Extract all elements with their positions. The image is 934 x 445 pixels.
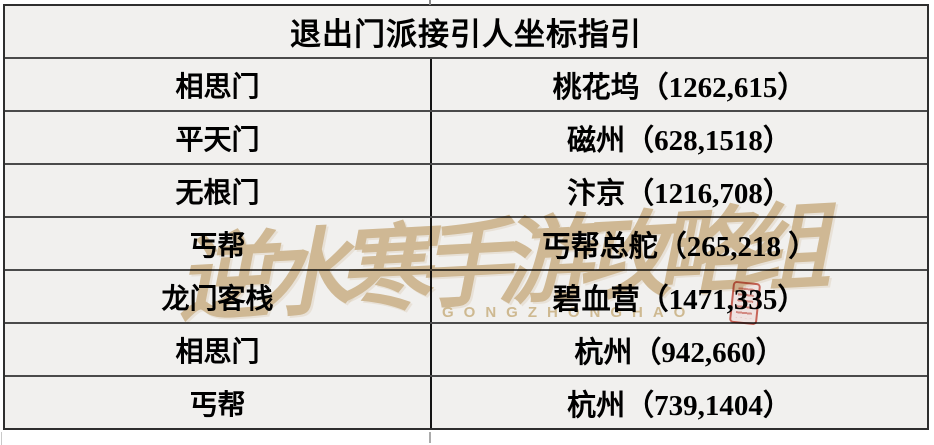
location-cell: 磁州（628,1518） <box>430 112 927 163</box>
gridline-tick-bottom-left <box>1 432 2 445</box>
sect-cell: 龙门客栈 <box>5 271 430 322</box>
table-title: 退出门派接引人坐标指引 <box>5 6 927 57</box>
location-cell: 杭州（739,1404） <box>430 377 927 428</box>
table-row: 丐帮 丐帮总舵（265,218 ） <box>5 216 927 269</box>
coordinates-table: 退出门派接引人坐标指引 相思门 桃花坞（1262,615） 平天门 磁州（628… <box>3 4 929 430</box>
location-label: 汴京（1216,708） <box>567 177 792 210</box>
table-row: 龙门客栈 碧血营（1471,335） <box>5 269 927 322</box>
gridline-tick-top <box>429 0 431 5</box>
sect-label: 相思门 <box>175 336 260 368</box>
sect-cell: 相思门 <box>5 59 430 110</box>
sect-cell: 平天门 <box>5 112 430 163</box>
table-row: 丐帮 杭州（739,1404） <box>5 375 927 428</box>
sect-label: 无根门 <box>175 177 260 209</box>
location-cell: 杭州（942,660） <box>430 324 927 375</box>
location-label: 杭州（739,1404） <box>567 389 792 422</box>
sect-label: 龙门客栈 <box>161 283 274 315</box>
location-cell: 汴京（1216,708） <box>430 165 927 216</box>
location-label: 桃花坞（1262,615） <box>552 71 807 104</box>
sect-label: 相思门 <box>175 71 260 103</box>
location-label: 磁州（628,1518） <box>567 124 792 157</box>
location-label: 杭州（942,660） <box>574 336 785 369</box>
location-cell: 丐帮总舵（265,218 ） <box>430 218 927 269</box>
table-row: 相思门 桃花坞（1262,615） <box>5 57 927 110</box>
location-label: 丐帮总舵（265,218 ） <box>541 230 818 263</box>
sect-cell: 丐帮 <box>5 218 430 269</box>
sect-label: 平天门 <box>175 124 260 156</box>
location-cell: 碧血营（1471,335） <box>430 271 927 322</box>
sect-cell: 无根门 <box>5 165 430 216</box>
table-row: 相思门 杭州（942,660） <box>5 322 927 375</box>
table-row: 无根门 汴京（1216,708） <box>5 163 927 216</box>
sect-label: 丐帮 <box>189 389 246 421</box>
gridline-tick-bottom <box>429 432 431 443</box>
sect-cell: 丐帮 <box>5 377 430 428</box>
sect-label: 丐帮 <box>189 230 246 262</box>
sect-cell: 相思门 <box>5 324 430 375</box>
location-label: 碧血营（1471,335） <box>552 283 807 316</box>
table-row: 平天门 磁州（628,1518） <box>5 110 927 163</box>
location-cell: 桃花坞（1262,615） <box>430 59 927 110</box>
table-title-text: 退出门派接引人坐标指引 <box>290 17 642 52</box>
